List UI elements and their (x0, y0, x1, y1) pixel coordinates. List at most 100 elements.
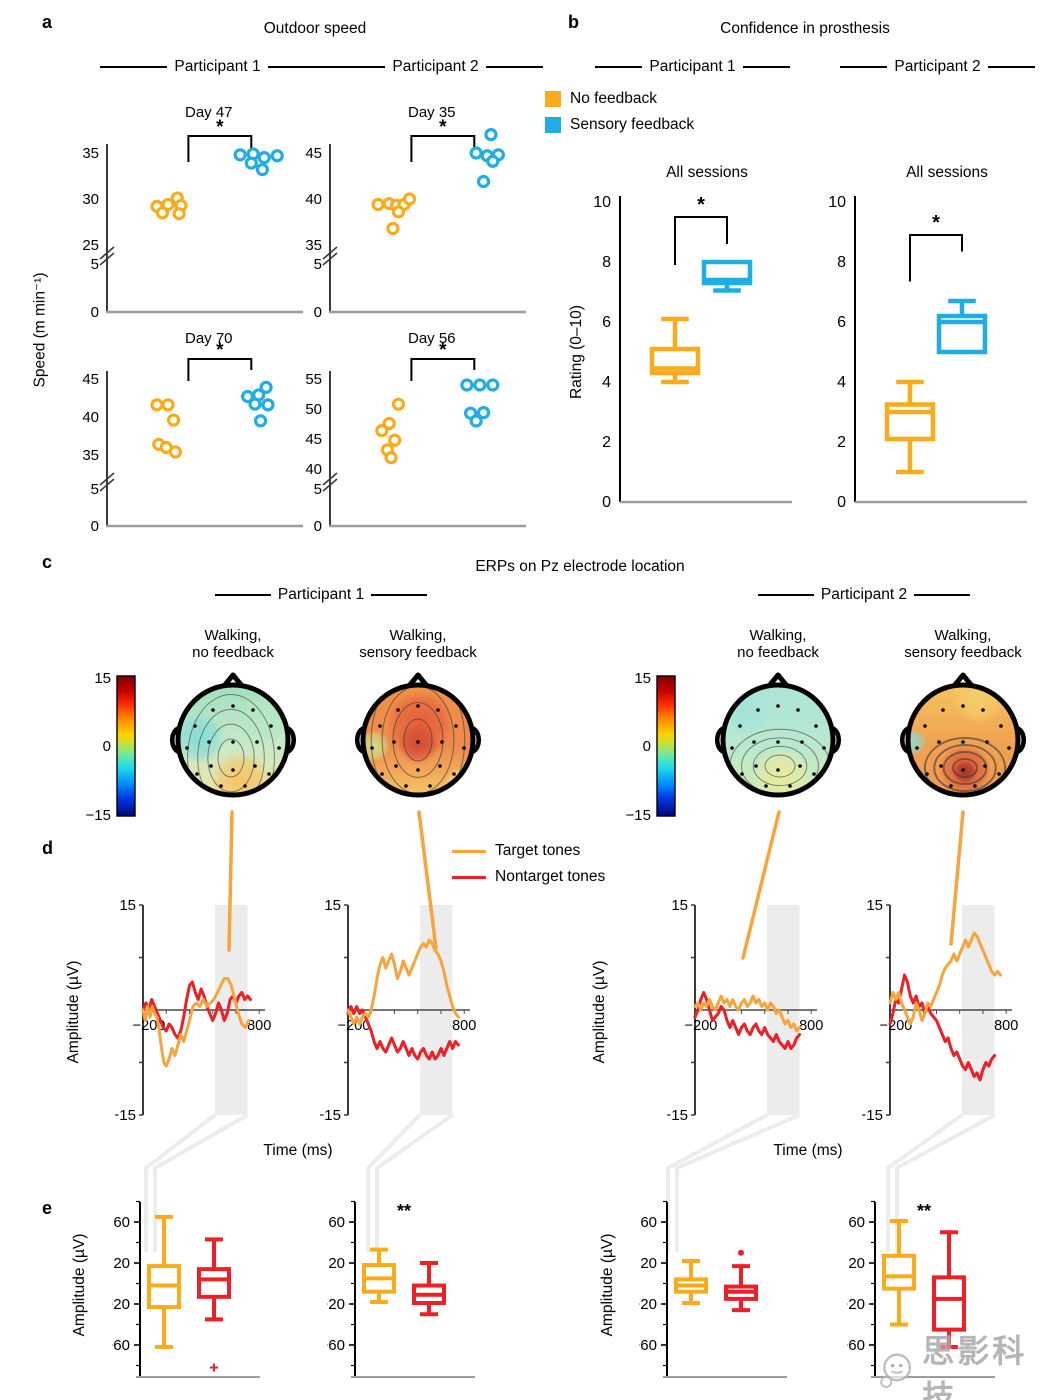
svg-text:60: 60 (113, 1214, 130, 1231)
svg-text:6: 6 (602, 314, 611, 331)
condition-label-p2-sensory-feedback: Walking, sensory feedback (888, 627, 1038, 661)
svg-text:0: 0 (91, 518, 99, 535)
header-line (267, 66, 336, 68)
svg-text:Day 35: Day 35 (408, 104, 456, 121)
svg-text:15: 15 (119, 897, 136, 914)
svg-text:*: * (216, 340, 224, 361)
svg-text:4: 4 (837, 374, 846, 391)
target-tones-line-swatch (452, 849, 486, 853)
panel-b-title: Confidence in prosthesis (720, 20, 890, 37)
svg-text:−60: −60 (639, 1337, 657, 1354)
svg-text:−60: −60 (327, 1337, 345, 1354)
svg-text:−200: −200 (880, 1018, 913, 1034)
legend-item-no-feedback: No feedback (545, 90, 694, 108)
legend-item-nontarget-tones: Nontarget tones (452, 868, 605, 886)
svg-text:−15: −15 (667, 1107, 688, 1124)
svg-text:0: 0 (314, 304, 322, 321)
sensory-feedback-swatch (545, 117, 561, 133)
header-line (758, 594, 814, 596)
svg-text:30: 30 (82, 191, 99, 208)
nontarget-tones-line-swatch (452, 875, 486, 879)
all-sessions-title-p1: All sessions (666, 164, 748, 181)
svg-text:−20: −20 (112, 1296, 130, 1313)
topomap-p1-no-feedback (170, 672, 296, 798)
condition-line1: Walking, (934, 627, 992, 644)
header-line (595, 66, 643, 68)
svg-text:10: 10 (593, 194, 611, 211)
svg-text:−15: −15 (862, 1107, 883, 1124)
svg-text:20: 20 (113, 1255, 130, 1272)
sensory-feedback-label: Sensory feedback (570, 116, 695, 133)
svg-text:800: 800 (799, 1018, 823, 1034)
header-line (840, 66, 888, 68)
condition-line1: Walking, (749, 627, 807, 644)
svg-text:10: 10 (828, 194, 846, 211)
colorbar-p2: 15 0 −15 (626, 670, 676, 824)
svg-text:0: 0 (602, 494, 611, 511)
panel-c-participant-1-header: Participant 1 (215, 586, 428, 604)
svg-text:Day 47: Day 47 (185, 104, 233, 121)
svg-text:25: 25 (82, 237, 99, 254)
panel-b-participant-1-header: Participant 1 (595, 58, 791, 76)
svg-text:800: 800 (452, 1018, 476, 1034)
svg-text:8: 8 (837, 254, 846, 271)
condition-label-p2-no-feedback: Walking, no feedback (703, 627, 853, 661)
svg-text:8: 8 (602, 254, 611, 271)
svg-text:**: ** (917, 1201, 931, 1221)
svg-text:45: 45 (305, 145, 322, 162)
condition-label-p1-sensory-feedback: Walking, sensory feedback (343, 627, 493, 661)
svg-text:0: 0 (314, 518, 322, 535)
panel-e-y-axis-label-p1: Amplitude (µV) (71, 1233, 88, 1337)
svg-text:20: 20 (328, 1255, 345, 1272)
svg-text:Day 70: Day 70 (185, 330, 233, 347)
participant-2-label: Participant 2 (392, 58, 479, 75)
svg-text:*: * (439, 340, 447, 361)
condition-line1: Walking, (204, 627, 262, 644)
scatter-plot-day-35: Day 35* 45 40 35 5 0 (305, 104, 526, 321)
svg-text:800: 800 (247, 1018, 271, 1034)
header-line (215, 594, 271, 596)
header-line (371, 594, 428, 596)
panel-c-participant-2-header: Participant 2 (758, 586, 971, 604)
svg-text:35: 35 (305, 237, 322, 254)
panel-a-y-axis-label: Speed (m min⁻¹) (31, 272, 49, 388)
svg-text:35: 35 (82, 145, 99, 162)
svg-text:5: 5 (314, 256, 322, 273)
svg-text:−15: −15 (626, 807, 651, 824)
svg-text:40: 40 (305, 191, 322, 208)
svg-text:Day 56: Day 56 (408, 330, 456, 347)
svg-text:60: 60 (640, 1214, 657, 1231)
svg-text:−20: −20 (639, 1296, 657, 1313)
svg-text:15: 15 (634, 670, 651, 687)
topomap-p2-sensory-feedback (900, 672, 1026, 798)
svg-text:45: 45 (305, 431, 322, 448)
svg-text:2: 2 (602, 434, 611, 451)
svg-text:**: ** (397, 1201, 411, 1221)
header-line (742, 66, 791, 68)
panel-b-y-axis-label: Rating (0–10) (568, 305, 585, 399)
svg-text:4: 4 (602, 374, 611, 391)
watermark-logo-icon (880, 1353, 912, 1388)
svg-text:0: 0 (643, 738, 651, 755)
boxplot-amplitude-p1-no-feedback: 60 20 −20 −60 (112, 1200, 260, 1378)
no-feedback-label: No feedback (570, 90, 658, 107)
panel-a-label: a (42, 12, 53, 32)
svg-text:15: 15 (671, 897, 688, 914)
participant-1-label: Participant 1 (649, 58, 736, 75)
svg-text:35: 35 (82, 447, 99, 464)
svg-text:*: * (932, 212, 940, 234)
participant-1-label: Participant 1 (174, 58, 261, 75)
condition-line2: no feedback (737, 644, 819, 661)
panel-d-label: d (42, 838, 53, 858)
scatter-plot-day-70: Day 70* 45 40 35 5 0 (82, 330, 303, 535)
panel-e-y-axis-label-p2: Amplitude (µV) (599, 1233, 616, 1337)
svg-text:−15: −15 (86, 807, 111, 824)
erp-plot-p2-no-feedback: 15 −15 −200 800 (667, 897, 823, 1124)
watermark-text: 思影科技 (922, 1333, 1028, 1400)
svg-text:−15: −15 (320, 1107, 341, 1124)
participant-2-label: Participant 2 (820, 586, 908, 603)
svg-text:−15: −15 (115, 1107, 136, 1124)
svg-text:15: 15 (94, 670, 111, 687)
svg-text:−200: −200 (338, 1018, 371, 1034)
colorbar-p1: 15 0 −15 (86, 670, 136, 824)
